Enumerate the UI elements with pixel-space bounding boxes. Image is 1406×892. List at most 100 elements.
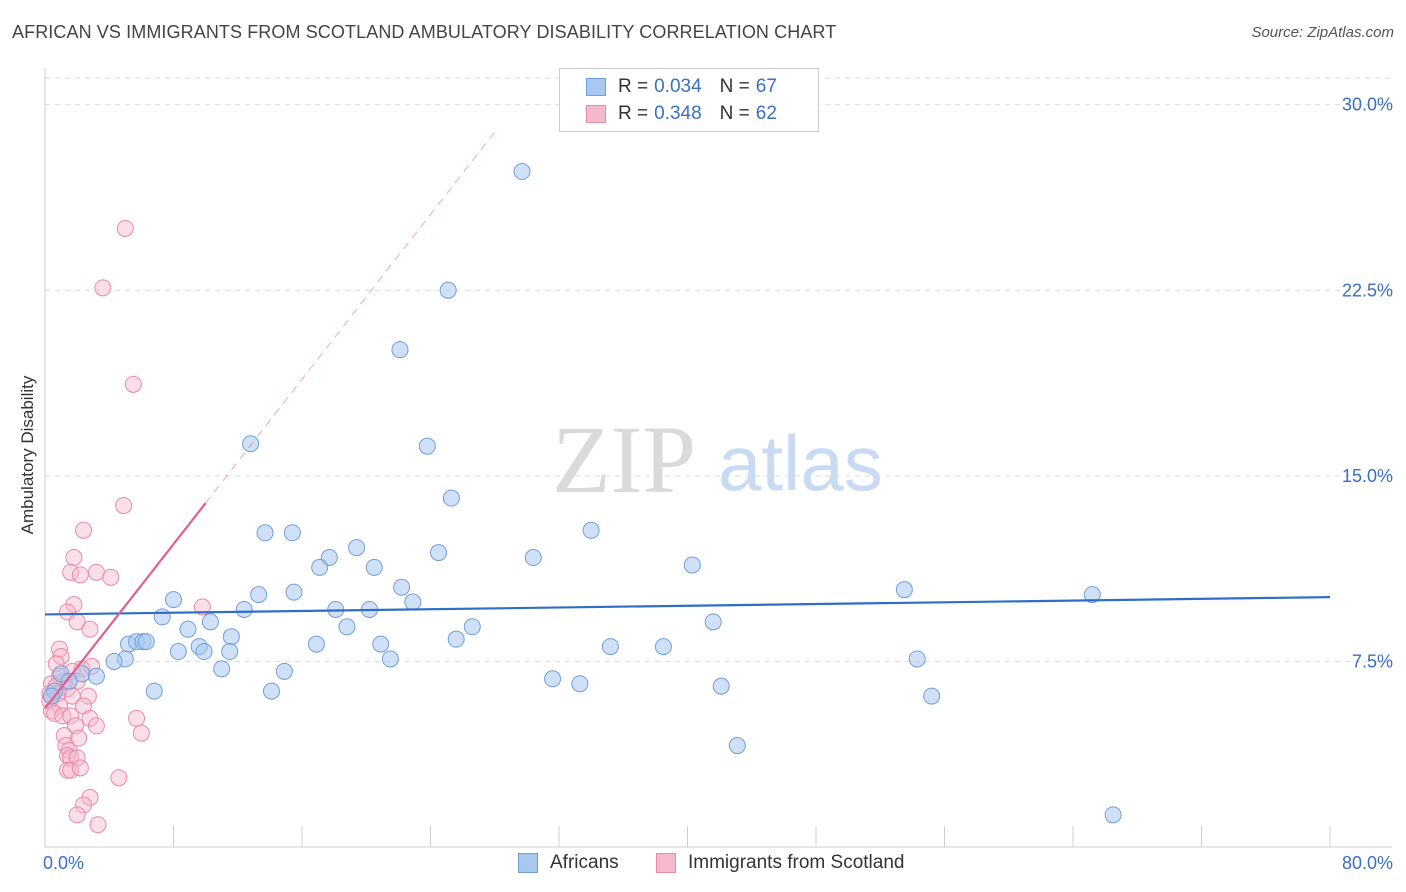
watermark: ZIP atlas bbox=[552, 406, 883, 513]
african-point bbox=[250, 586, 268, 604]
bottom-legend: Africans Immigrants from Scotland bbox=[0, 852, 1406, 878]
african-point bbox=[242, 435, 260, 453]
african-point bbox=[463, 618, 481, 636]
african-point bbox=[195, 643, 213, 661]
african-point bbox=[372, 635, 390, 653]
scotland-point bbox=[193, 598, 211, 616]
legend: R = 0.034 N = 67 R = 0.348 N = 62 bbox=[559, 68, 819, 132]
african-point bbox=[683, 556, 701, 574]
bottom-legend-swatch-africans bbox=[518, 853, 538, 873]
legend-swatch-scotland bbox=[586, 105, 606, 123]
african-point bbox=[704, 613, 722, 631]
african-point bbox=[307, 635, 325, 653]
scotland-point bbox=[124, 375, 142, 393]
african-point bbox=[923, 687, 941, 705]
african-point bbox=[1104, 806, 1122, 824]
african-point bbox=[222, 628, 240, 646]
x-tick-label: 0.0% bbox=[43, 853, 84, 873]
x-tick-label: 80.0% bbox=[1342, 853, 1393, 873]
african-point bbox=[256, 524, 274, 542]
scotland-point bbox=[81, 620, 99, 638]
scotland-point bbox=[62, 761, 80, 779]
y-tick-label: 30.0% bbox=[1342, 95, 1393, 115]
african-point bbox=[145, 682, 163, 700]
african-point bbox=[338, 618, 356, 636]
african-point bbox=[728, 737, 746, 755]
gridlines bbox=[45, 77, 1392, 662]
scotland-trendline bbox=[44, 502, 207, 710]
scotland-point bbox=[89, 816, 107, 834]
legend-n-value: 67 bbox=[755, 76, 777, 97]
african-point bbox=[418, 437, 436, 455]
african-point bbox=[311, 558, 329, 576]
african-point bbox=[908, 650, 926, 668]
african-point bbox=[275, 662, 293, 680]
bottom-legend-label-africans: Africans bbox=[550, 852, 619, 873]
scotland-point bbox=[75, 521, 93, 539]
scotland-point bbox=[62, 707, 80, 725]
african-point bbox=[137, 633, 155, 651]
african-point bbox=[895, 581, 913, 599]
series-scotland-points bbox=[41, 219, 211, 834]
african-point bbox=[60, 672, 78, 690]
african-point bbox=[439, 281, 457, 299]
african-point bbox=[105, 652, 123, 670]
african-point bbox=[381, 650, 399, 668]
legend-n-value: 62 bbox=[755, 103, 777, 124]
african-point bbox=[654, 638, 672, 656]
legend-swatch-africans bbox=[586, 78, 606, 96]
axes bbox=[44, 68, 1392, 848]
series-africans-points bbox=[42, 163, 1122, 824]
scotland-point bbox=[128, 709, 146, 727]
legend-n-label: N = bbox=[719, 103, 750, 124]
y-tick-label: 15.0% bbox=[1342, 466, 1393, 486]
bottom-legend-africans: Africans bbox=[518, 852, 619, 874]
african-point bbox=[153, 608, 171, 626]
scotland-point bbox=[87, 563, 105, 581]
trendlines bbox=[44, 131, 1331, 710]
african-point bbox=[393, 578, 411, 596]
scotland-point bbox=[94, 279, 112, 297]
legend-r-label: R = bbox=[618, 103, 649, 124]
african-point bbox=[165, 591, 182, 609]
african-point bbox=[179, 620, 197, 638]
legend-r-value: 0.034 bbox=[654, 76, 702, 97]
scotland-point bbox=[65, 549, 83, 567]
scotland-point bbox=[71, 566, 89, 584]
african-point bbox=[391, 341, 409, 359]
african-point bbox=[213, 660, 231, 678]
scotland-point bbox=[115, 497, 133, 515]
legend-row-scotland: R = 0.348 N = 62 bbox=[586, 101, 777, 127]
scotland-point bbox=[102, 568, 120, 586]
african-point bbox=[201, 613, 219, 631]
african-point bbox=[571, 675, 589, 693]
watermark-atlas: atlas bbox=[718, 419, 883, 507]
source-label: Source: ZipAtlas.com bbox=[1251, 24, 1394, 41]
african-point bbox=[285, 583, 303, 601]
african-point bbox=[221, 643, 239, 661]
african-point bbox=[447, 630, 465, 648]
african-point bbox=[169, 643, 187, 661]
african-point bbox=[712, 677, 730, 695]
african-point bbox=[513, 163, 531, 181]
scotland-point bbox=[62, 563, 80, 581]
chart-title: AFRICAN VS IMMIGRANTS FROM SCOTLAND AMBU… bbox=[12, 22, 837, 42]
african-point bbox=[442, 489, 460, 507]
scotland-point bbox=[70, 729, 88, 747]
african-point bbox=[235, 600, 253, 618]
y-tick-label: 22.5% bbox=[1342, 280, 1393, 300]
legend-r-value: 0.348 bbox=[654, 103, 702, 124]
tick-labels: 7.5% 15.0% 22.5% 30.0% 0.0% 80.0% bbox=[43, 95, 1393, 873]
africans-trendline bbox=[44, 596, 1331, 616]
y-tick-label: 7.5% bbox=[1352, 651, 1393, 671]
african-point bbox=[283, 524, 301, 542]
african-point bbox=[262, 682, 280, 700]
scotland-point bbox=[71, 759, 89, 777]
legend-r-label: R = bbox=[618, 76, 649, 97]
scotland-trendline bbox=[205, 131, 496, 504]
scotland-point bbox=[116, 219, 134, 237]
scotland-point bbox=[79, 687, 97, 705]
scotland-point bbox=[132, 724, 150, 742]
african-point bbox=[365, 558, 383, 576]
